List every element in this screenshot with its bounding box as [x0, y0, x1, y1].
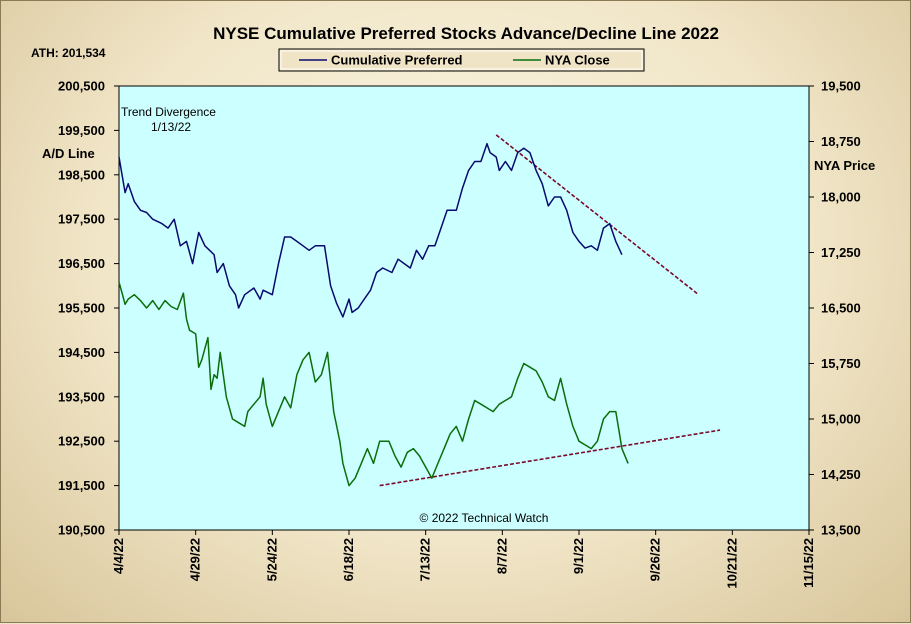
left-tick-label: 197,500 [58, 212, 105, 227]
left-tick-label: 191,500 [58, 478, 105, 493]
series-line-cumulative-preferred [118, 142, 623, 318]
series-lines [118, 142, 629, 487]
right-tick-label: 17,250 [821, 245, 861, 260]
left-tick-label: 190,500 [58, 523, 105, 538]
x-tick-label: 9/26/22 [648, 538, 663, 581]
trendline [495, 134, 700, 296]
ath-label: ATH: 201,534 [31, 46, 106, 60]
left-tick-label: 196,500 [58, 256, 105, 271]
right-tick-label: 19,500 [821, 79, 861, 94]
right-tick-label: 18,750 [821, 134, 861, 149]
x-tick-label: 4/29/22 [188, 538, 203, 581]
left-tick-label: 193,500 [58, 389, 105, 404]
left-tick-label: 195,500 [58, 301, 105, 316]
x-tick-label: 4/4/22 [111, 538, 126, 574]
chart-title: NYSE Cumulative Preferred Stocks Advance… [213, 24, 719, 43]
right-tick-label: 15,750 [821, 356, 861, 371]
x-tick-label: 9/1/22 [571, 538, 586, 574]
trendlines [379, 134, 721, 487]
x-tick-label: 6/18/22 [341, 538, 356, 581]
annotation-line-1: Trend Divergence [121, 105, 216, 119]
left-tick-label: 192,500 [58, 434, 105, 449]
right-tick-label: 15,000 [821, 412, 861, 427]
x-tick-label: 10/21/22 [724, 538, 739, 589]
left-tick-label: 194,500 [58, 345, 105, 360]
left-tick-label: 200,500 [58, 79, 105, 94]
x-tick-label: 7/13/22 [418, 538, 433, 581]
left-axis: 200,500 199,500 198,500 197,500 196,500 195,5… [58, 79, 119, 538]
annotation-line-2: 1/13/22 [151, 120, 191, 134]
trendline [379, 429, 721, 487]
series-line-nya-close [118, 281, 629, 487]
right-tick-label: 16,500 [821, 301, 861, 316]
x-axis: 4/4/22 4/29/22 5/24/22 6/18/22 7/13/22 8/7/22… [111, 530, 816, 589]
legend-label-cumulative-preferred: Cumulative Preferred [331, 53, 463, 68]
left-tick-label: 199,500 [58, 123, 105, 138]
right-tick-label: 13,500 [821, 523, 861, 538]
left-axis-label: A/D Line [42, 146, 95, 161]
credit-label: © 2022 Technical Watch [420, 511, 549, 525]
right-tick-label: 18,000 [821, 190, 861, 205]
legend-box [278, 48, 645, 72]
right-axis-label: NYA Price [814, 158, 875, 173]
legend-label-nya-close: NYA Close [545, 53, 610, 68]
legend: Cumulative Preferred NYA Close [278, 48, 645, 72]
right-axis: 19,500 18,750 18,000 17,250 16,500 15,750 15,0… [809, 79, 861, 538]
x-tick-label: 11/15/22 [801, 538, 816, 588]
plot-area [118, 85, 810, 531]
x-tick-label: 8/7/22 [494, 538, 509, 574]
legend-box-inner [280, 50, 643, 70]
right-tick-label: 14,250 [821, 467, 861, 482]
x-tick-label: 5/24/22 [264, 538, 279, 581]
left-tick-label: 198,500 [58, 167, 105, 182]
